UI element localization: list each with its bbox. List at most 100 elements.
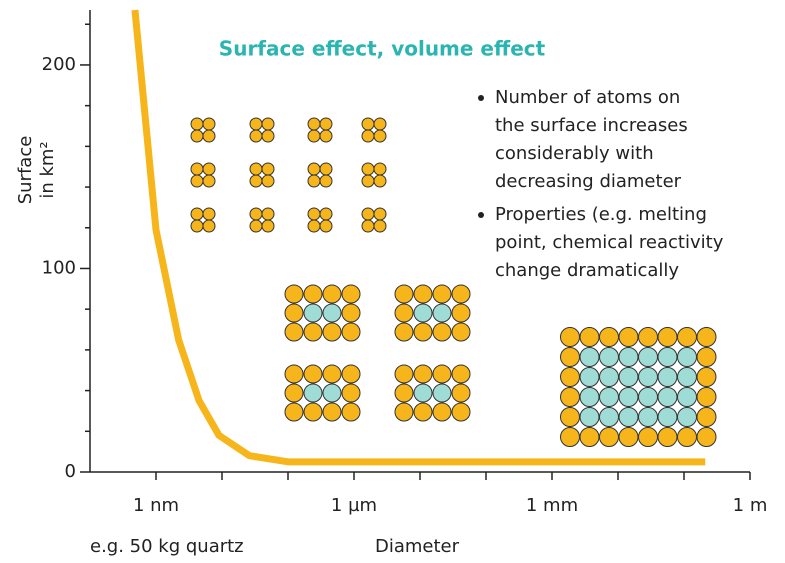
y-axis-label: Surface (15, 136, 36, 205)
atom (619, 388, 638, 407)
atom (395, 304, 413, 322)
atom (580, 328, 599, 347)
atom (414, 403, 432, 421)
atom (191, 130, 203, 142)
atom (304, 403, 322, 421)
atom (658, 408, 677, 427)
atom (561, 408, 580, 427)
atom (304, 365, 322, 383)
atom (678, 388, 697, 407)
atom (323, 384, 341, 402)
atom (374, 208, 386, 220)
atom (262, 220, 274, 232)
atom (561, 328, 580, 347)
atom (697, 408, 716, 427)
atom (580, 368, 599, 387)
atom (433, 403, 451, 421)
atom (619, 328, 638, 347)
annotation: change dramatically (495, 260, 679, 281)
atom (262, 175, 274, 187)
atom (580, 428, 599, 447)
atom (250, 130, 262, 142)
atom (342, 365, 360, 383)
x-axis-label: Diameter (375, 536, 460, 557)
atom (678, 368, 697, 387)
atom (414, 304, 432, 322)
atom (323, 403, 341, 421)
y-tick-label: 200 (42, 54, 76, 75)
atom (414, 365, 432, 383)
atom (452, 384, 470, 402)
atom (678, 328, 697, 347)
atom (362, 208, 374, 220)
atom (619, 408, 638, 427)
atom (320, 208, 332, 220)
atom (395, 285, 413, 303)
atom (658, 428, 677, 447)
atom (697, 328, 716, 347)
x-tick-label: 1 nm (133, 495, 179, 516)
atom (678, 428, 697, 447)
atom (191, 220, 203, 232)
atom (639, 328, 658, 347)
atom (320, 175, 332, 187)
atom (308, 208, 320, 220)
atom (414, 285, 432, 303)
atom (191, 175, 203, 187)
atom (452, 285, 470, 303)
atom (320, 220, 332, 232)
atom (323, 285, 341, 303)
atom (250, 175, 262, 187)
atom (678, 408, 697, 427)
atom (342, 384, 360, 402)
atom (580, 408, 599, 427)
atom (658, 328, 677, 347)
atom (433, 365, 451, 383)
atom (304, 285, 322, 303)
atom (561, 428, 580, 447)
atom (285, 365, 303, 383)
atom (600, 388, 619, 407)
atom (639, 388, 658, 407)
atom (320, 163, 332, 175)
atom (561, 368, 580, 387)
atom (285, 384, 303, 402)
atom (323, 304, 341, 322)
atom (308, 175, 320, 187)
atom (203, 220, 215, 232)
atom (191, 163, 203, 175)
atom (320, 130, 332, 142)
atom (374, 163, 386, 175)
atom (362, 118, 374, 130)
atom (395, 403, 413, 421)
atom (452, 323, 470, 341)
atom (323, 365, 341, 383)
atom (374, 220, 386, 232)
atom (433, 285, 451, 303)
atom (658, 348, 677, 367)
atom (285, 323, 303, 341)
atom (697, 428, 716, 447)
atom (580, 388, 599, 407)
atom (619, 368, 638, 387)
atom (304, 323, 322, 341)
atom (697, 348, 716, 367)
annotation: considerably with (495, 143, 654, 164)
atom (374, 175, 386, 187)
atom (342, 285, 360, 303)
atom (304, 304, 322, 322)
atom (342, 323, 360, 341)
atom-illustrations (191, 118, 716, 447)
atom (362, 163, 374, 175)
atom (374, 130, 386, 142)
atom (320, 118, 332, 130)
annotation: the surface increases (495, 115, 688, 136)
bullet (478, 212, 484, 218)
atom (433, 323, 451, 341)
y-tick-label: 100 (42, 257, 76, 278)
atom (262, 130, 274, 142)
atom (308, 130, 320, 142)
chart-title: Surface effect, volume effect (219, 37, 546, 61)
atom (374, 118, 386, 130)
atom (262, 118, 274, 130)
